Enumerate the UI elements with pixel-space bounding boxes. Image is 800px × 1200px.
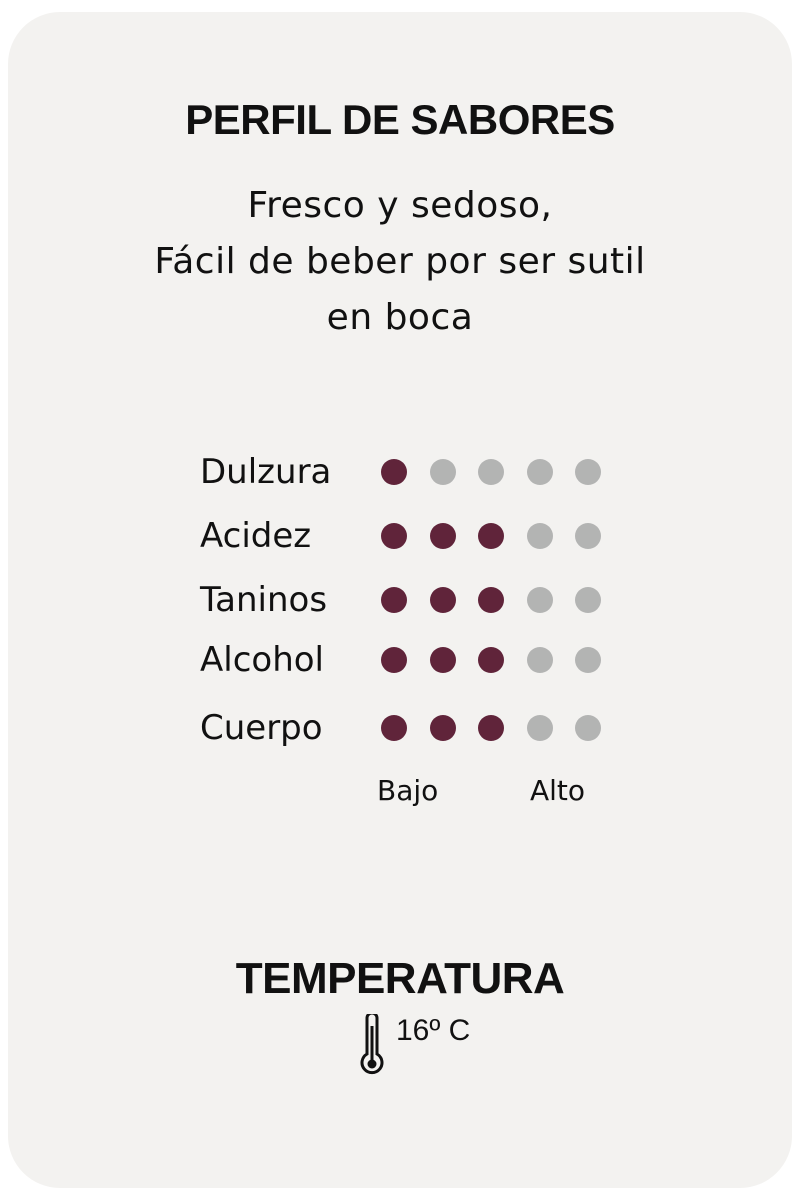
filled-dot	[381, 715, 407, 741]
attribute-row-dulzura: Dulzura	[200, 452, 624, 492]
attribute-label: Acidez	[200, 516, 312, 556]
thermometer-icon	[360, 1014, 384, 1075]
filled-dot	[381, 587, 407, 613]
attribute-label: Taninos	[200, 580, 328, 620]
empty-dot	[575, 647, 601, 673]
scale-high-label: Alto	[530, 774, 586, 807]
attribute-label: Dulzura	[200, 452, 332, 492]
filled-dot	[429, 587, 456, 613]
empty-dot	[575, 715, 601, 741]
profile-description: Fresco y sedoso, Fácil de beber por ser …	[0, 178, 800, 346]
scale-low-label: Bajo	[377, 774, 439, 807]
empty-dot	[429, 459, 456, 485]
empty-dot	[526, 523, 553, 549]
attribute-row-alcohol: Alcohol	[200, 640, 624, 680]
filled-dot	[381, 459, 407, 485]
temperature-value: 16º C	[396, 1014, 471, 1047]
empty-dot	[526, 715, 553, 741]
description-line: en boca	[326, 297, 474, 338]
empty-dot	[526, 647, 553, 673]
filled-dot	[381, 523, 407, 549]
filled-dot	[381, 647, 407, 673]
temperature-readout: 16º C	[358, 1014, 470, 1076]
filled-dot	[478, 587, 504, 613]
description-line: Fácil de beber por ser sutil	[154, 241, 646, 282]
attribute-label: Alcohol	[200, 640, 324, 680]
empty-dot	[478, 459, 504, 485]
attribute-row-cuerpo: Cuerpo	[200, 708, 624, 748]
empty-dot	[575, 523, 601, 549]
attribute-row-taninos: Taninos	[200, 580, 624, 620]
filled-dot	[429, 523, 456, 549]
empty-dot	[526, 587, 553, 613]
profile-title: PERFIL DE SABORES	[185, 96, 615, 143]
description-line: Fresco y sedoso,	[247, 185, 553, 226]
filled-dot	[429, 647, 456, 673]
attribute-row-acidez: Acidez	[200, 516, 624, 556]
empty-dot	[575, 459, 601, 485]
attribute-label: Cuerpo	[200, 708, 323, 748]
empty-dot	[526, 459, 553, 485]
filled-dot	[478, 523, 504, 549]
empty-dot	[575, 587, 601, 613]
filled-dot	[478, 715, 504, 741]
temperature-title: TEMPERATURA	[235, 954, 565, 1003]
filled-dot	[429, 715, 456, 741]
filled-dot	[478, 647, 504, 673]
